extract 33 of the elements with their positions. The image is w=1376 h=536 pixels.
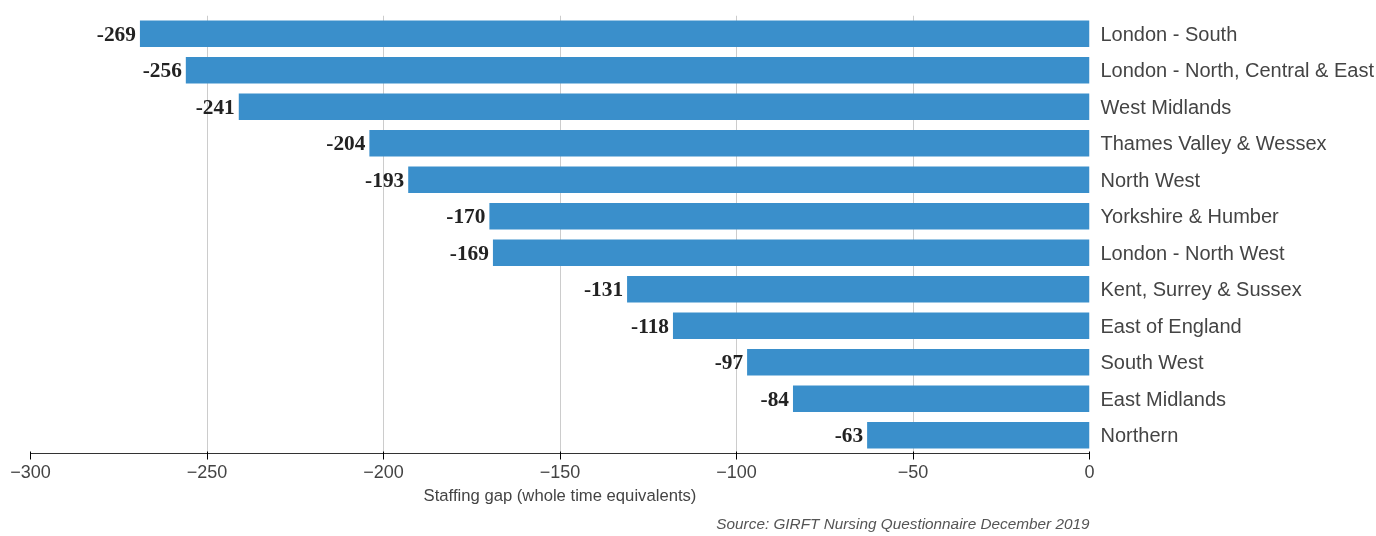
data-label: -131 — [583, 277, 624, 302]
x-tick-label: −150 — [539, 461, 581, 482]
data-label: -241 — [195, 94, 235, 119]
x-tick-label: −50 — [897, 461, 929, 482]
x-tick-label: 0 — [1084, 461, 1095, 482]
y-tick-label: East of England — [1100, 314, 1242, 337]
x-tick-label: −300 — [10, 461, 51, 482]
source-note: Source: GIRFT Nursing Questionnaire December 2019 — [716, 514, 1090, 532]
data-label: -193 — [365, 167, 405, 192]
y-tick-label: East Midlands — [1100, 387, 1227, 410]
x-axis-title: Staffing gap (whole time equivalents) — [423, 485, 697, 505]
y-tick-label: Northern — [1100, 424, 1179, 447]
data-label: -269 — [96, 21, 136, 46]
data-label: -84 — [760, 386, 790, 411]
y-tick-label: London - North, Central & East — [1100, 59, 1375, 82]
y-tick-label: Yorkshire & Humber — [1100, 205, 1280, 228]
x-tick-label: −100 — [716, 461, 757, 482]
data-label: -256 — [142, 58, 183, 83]
data-label: -97 — [714, 350, 744, 375]
y-tick-label: Kent, Surrey & Sussex — [1100, 278, 1302, 301]
y-tick-label: London - North West — [1100, 241, 1286, 264]
data-label: -204 — [326, 131, 366, 156]
data-label: -170 — [446, 204, 486, 229]
x-tick-label: −250 — [186, 461, 228, 482]
y-tick-label: South West — [1100, 351, 1204, 374]
data-label: -169 — [449, 240, 489, 265]
y-tick-label: North West — [1100, 168, 1201, 191]
data-label: -118 — [631, 313, 669, 338]
y-tick-label: Thames Valley & Wessex — [1100, 132, 1327, 155]
data-label: -63 — [834, 423, 864, 448]
y-tick-label: London - South — [1100, 22, 1238, 45]
x-tick-label: −200 — [363, 461, 404, 482]
y-tick-label: West Midlands — [1100, 95, 1232, 118]
